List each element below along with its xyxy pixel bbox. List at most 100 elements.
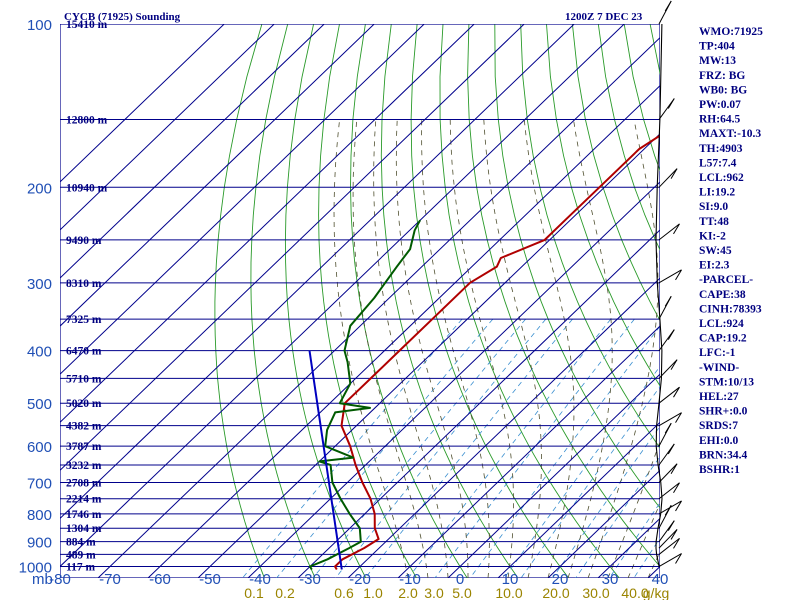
pressure-tick-label: 200 (27, 180, 52, 197)
height-level-label: 8310 m (66, 278, 102, 290)
isotherm (147, 85, 660, 578)
wind-barb-flag (664, 295, 672, 307)
temperature-tick-label: 40 (652, 571, 669, 588)
mixing-ratio-label: 3.0 (424, 585, 444, 600)
height-level-label: 7325 m (66, 314, 102, 326)
height-level-label: 884 m (66, 537, 96, 549)
wind-barb-flag (673, 482, 680, 493)
wind-barb (658, 482, 680, 500)
index-value: WMO:71925 (699, 26, 763, 38)
index-value: LCL:962 (699, 172, 744, 184)
index-value: SI:9.0 (699, 201, 728, 213)
isotherm (447, 373, 660, 578)
index-value: MW:13 (699, 55, 736, 67)
pressure-tick-label: 400 (27, 344, 52, 361)
temperature-tick-label: -10 (399, 571, 421, 588)
mixing-ratio-line (434, 318, 635, 578)
dry-adiabat (520, 24, 660, 449)
index-value: PW:0.07 (699, 99, 741, 111)
index-value: -PARCEL- (699, 274, 753, 286)
dewpoint-profile-line (309, 219, 421, 571)
index-value: RH:64.5 (699, 114, 740, 126)
mixing-ratio-line (242, 318, 463, 578)
wind-barb-flag (675, 412, 682, 423)
height-level-label: 117 m (66, 562, 95, 574)
index-value: SRDS:7 (699, 420, 738, 432)
wind-barb-flag (675, 269, 682, 281)
wind-barb-flag (664, 0, 672, 12)
index-value: TH:4903 (699, 143, 743, 155)
temperature-tick-label: -50 (199, 571, 221, 588)
pressure-tick-label: 300 (27, 276, 52, 293)
dry-adiabat (780, 24, 800, 578)
height-level-label: 9490 m (66, 235, 102, 247)
isotherm (60, 24, 475, 423)
mixing-ratio-label: 0.1 (244, 585, 264, 600)
temperature-tick-label: -70 (99, 571, 121, 588)
index-value: L57:7.4 (699, 157, 737, 169)
dry-adiabat (214, 24, 265, 578)
dry-adiabat (494, 24, 660, 509)
wind-barb (658, 359, 678, 379)
moist-adiabat (395, 119, 469, 578)
index-value: FRZ: BG (699, 70, 745, 82)
mixing-ratio-label: 0.2 (275, 585, 295, 600)
isotherm (60, 24, 425, 375)
height-level-label: 489 m (66, 549, 96, 561)
index-value: SHR+:0.0 (699, 406, 748, 418)
index-value: -WIND- (699, 362, 739, 374)
mixing-ratio-label: 2.0 (398, 585, 418, 600)
parcel-profile-line (308, 350, 343, 570)
height-level-label: 15410 m (66, 19, 108, 31)
isotherm (197, 133, 660, 578)
wind-barb (658, 500, 682, 515)
height-level-label: 2214 m (66, 494, 102, 506)
height-level-label: 2708 m (66, 477, 102, 489)
dry-adiabat (284, 24, 367, 578)
dry-adiabat (571, 24, 660, 322)
mixing-ratio-line (335, 318, 547, 578)
temperature-tick-label: -80 (49, 571, 71, 588)
index-value: STM:10/13 (699, 376, 754, 388)
pressure-tick-label: 900 (27, 535, 52, 552)
index-value: EHI:0.0 (699, 435, 739, 447)
pressure-tick-label: 600 (27, 439, 52, 456)
temperature-profile-line (334, 134, 660, 571)
pressure-tick-label: 500 (27, 396, 52, 413)
isotherm (397, 325, 660, 578)
moist-adiabat (567, 119, 613, 578)
wind-barb (658, 223, 680, 241)
index-value: WB0: BG (699, 84, 747, 96)
height-level-label: 3232 m (66, 460, 102, 472)
wind-profile-staff (655, 23, 663, 567)
pressure-tick-label: 100 (27, 17, 52, 34)
height-level-label: 12800 m (66, 115, 108, 127)
wind-barb (658, 538, 680, 555)
wind-barb-flag (673, 538, 680, 549)
moist-adiabat (449, 119, 514, 578)
height-level-label: 3787 m (66, 441, 102, 453)
pressure-tick-label: 800 (27, 507, 52, 524)
chart-title: CYCB (71925) Sounding (64, 11, 181, 23)
height-level-label: 5710 m (66, 373, 102, 385)
wind-barb-flag (673, 386, 680, 398)
wind-barb (658, 386, 680, 404)
dry-adiabat (754, 24, 800, 578)
index-value: SW:45 (699, 245, 732, 257)
index-value: CINH:78393 (699, 303, 762, 315)
temperature-tick-label: 30 (602, 571, 619, 588)
mixing-ratio-label: 20.0 (542, 585, 569, 600)
wind-barb-flag (673, 223, 680, 235)
index-value: TT:48 (699, 216, 729, 228)
wind-barb-flag (667, 520, 675, 531)
temperature-tick-label: 10 (502, 571, 519, 588)
mixing-ratio-label: 10.0 (495, 585, 522, 600)
isotherm (60, 24, 575, 520)
isotherm (60, 24, 625, 568)
moist-adiabat (483, 119, 542, 578)
temperature-tick-label: -20 (349, 571, 371, 588)
height-level-label: 4382 m (66, 421, 102, 433)
height-level-label: 1746 m (66, 509, 102, 521)
temperature-tick-label: 20 (552, 571, 569, 588)
isotherm (60, 24, 525, 472)
